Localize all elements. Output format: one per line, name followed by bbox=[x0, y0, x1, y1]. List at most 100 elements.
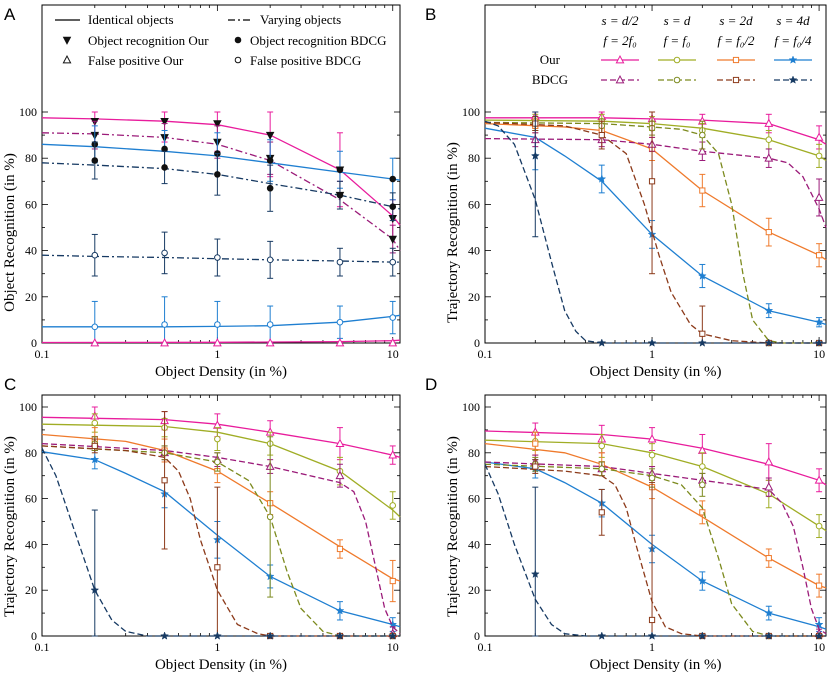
data-point bbox=[389, 577, 396, 585]
legend-marker bbox=[788, 75, 798, 84]
data-point bbox=[765, 555, 772, 562]
series bbox=[41, 447, 400, 640]
data-point bbox=[699, 509, 706, 516]
y-tick-label: 80 bbox=[25, 446, 37, 460]
x-tick-label: 1 bbox=[649, 347, 655, 361]
legend-header: s = d bbox=[664, 13, 691, 28]
data-point bbox=[160, 337, 170, 347]
y-tick-label: 40 bbox=[25, 244, 37, 258]
y-tick-label: 100 bbox=[19, 105, 37, 119]
data-point bbox=[389, 502, 397, 509]
legend-marker bbox=[788, 55, 798, 64]
x-tick-label: 10 bbox=[813, 640, 825, 654]
series-line bbox=[41, 162, 401, 210]
data-point bbox=[598, 442, 606, 450]
y-tick-label: 20 bbox=[468, 290, 480, 304]
data-point bbox=[161, 321, 168, 328]
legend-marker bbox=[62, 54, 72, 64]
y-tick-label: 0 bbox=[31, 336, 37, 350]
y-tick-label: 20 bbox=[25, 290, 37, 304]
data-point bbox=[647, 434, 657, 443]
legend: s = d/2 f = 2f₀ s = d f = f₀ s = 2d f = f₀/2 s… bbox=[532, 13, 812, 87]
data-point bbox=[815, 522, 823, 530]
y-axis-label: Trajectory Recognition (in %) bbox=[445, 142, 461, 323]
data-point bbox=[697, 146, 707, 155]
series-line bbox=[484, 464, 826, 637]
series-line bbox=[484, 120, 826, 344]
series bbox=[484, 459, 827, 632]
legend-header: f = f₀/4 bbox=[774, 33, 812, 48]
x-axis-label: Object Density (in %) bbox=[155, 657, 287, 673]
legend-marker bbox=[732, 56, 740, 64]
data-point bbox=[388, 619, 398, 629]
data-point bbox=[765, 229, 772, 236]
legend-marker bbox=[62, 36, 72, 45]
data-point bbox=[814, 192, 824, 201]
data-point bbox=[647, 631, 657, 640]
data-point bbox=[214, 254, 221, 261]
panel-letter: A bbox=[4, 5, 16, 24]
data-point bbox=[597, 338, 607, 347]
data-point bbox=[266, 157, 274, 164]
data-point bbox=[814, 338, 824, 347]
y-axis-label: Trajectory Recognition (in %) bbox=[2, 436, 18, 617]
data-point bbox=[389, 203, 397, 211]
panel-letter: D bbox=[425, 375, 437, 394]
legend-header: s = 4d bbox=[776, 13, 810, 28]
series bbox=[41, 231, 400, 279]
data-point bbox=[648, 178, 656, 185]
y-tick-label: 20 bbox=[25, 583, 37, 597]
data-point bbox=[160, 117, 169, 127]
data-point bbox=[265, 131, 275, 140]
data-point bbox=[598, 132, 605, 139]
series-line bbox=[41, 433, 401, 582]
y-tick-label: 80 bbox=[25, 151, 37, 165]
series-line bbox=[484, 121, 826, 344]
legend-marker bbox=[673, 56, 681, 64]
y-tick-label: 0 bbox=[474, 336, 480, 350]
legend-marker bbox=[673, 76, 681, 84]
y-axis-label: Trajectory Recognition (in %) bbox=[445, 436, 461, 617]
data-point bbox=[814, 475, 824, 484]
x-tick-label: 1 bbox=[214, 640, 220, 654]
data-point bbox=[91, 251, 99, 259]
data-point bbox=[214, 564, 221, 571]
data-point bbox=[699, 463, 706, 470]
legend-header: f = f₀/2 bbox=[717, 33, 755, 48]
legend-header: s = d/2 bbox=[602, 13, 639, 28]
legend-marker bbox=[615, 74, 625, 84]
data-point bbox=[764, 482, 774, 491]
series bbox=[41, 427, 401, 603]
legend: Identical objects Varying objects Object r… bbox=[55, 12, 386, 68]
data-point bbox=[697, 338, 707, 347]
legend-label: False positive Our bbox=[88, 53, 184, 68]
series-line bbox=[42, 314, 401, 328]
legend-marker bbox=[732, 76, 740, 84]
series bbox=[41, 120, 401, 254]
data-point bbox=[266, 184, 274, 192]
data-point bbox=[532, 463, 539, 470]
x-axis-label: Object Density (in %) bbox=[155, 364, 287, 380]
data-point bbox=[764, 608, 774, 617]
series-line bbox=[41, 451, 401, 628]
data-point bbox=[815, 252, 823, 259]
series bbox=[41, 413, 401, 520]
data-point bbox=[814, 631, 824, 640]
series bbox=[484, 464, 826, 640]
data-point bbox=[697, 576, 707, 585]
data-point bbox=[530, 569, 540, 578]
data-point bbox=[389, 175, 397, 183]
data-point bbox=[598, 465, 606, 473]
plot-frame bbox=[41, 394, 401, 637]
data-point bbox=[160, 631, 170, 640]
data-point bbox=[90, 585, 100, 594]
data-point bbox=[214, 458, 221, 466]
legend-header: f = f₀ bbox=[663, 33, 690, 48]
data-point bbox=[764, 153, 774, 162]
data-point bbox=[91, 157, 99, 164]
data-point bbox=[212, 337, 222, 347]
series-line bbox=[41, 132, 401, 251]
